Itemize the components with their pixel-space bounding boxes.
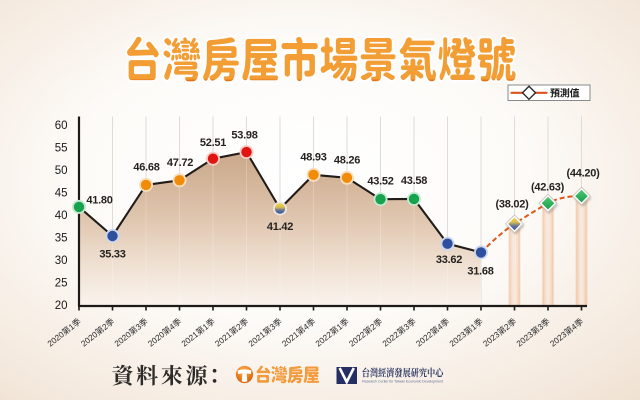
- svg-text:41.42: 41.42: [267, 221, 293, 233]
- svg-text:Research Center for Taiwan Eco: Research Center for Taiwan Economic Deve…: [362, 379, 444, 383]
- svg-text:35.33: 35.33: [99, 248, 125, 260]
- svg-text:4: 4: [435, 321, 445, 332]
- svg-text:55: 55: [55, 143, 68, 155]
- svg-text:1: 1: [66, 321, 76, 332]
- svg-text:2: 2: [502, 321, 512, 332]
- svg-text:43.58: 43.58: [401, 175, 427, 187]
- svg-text:3: 3: [267, 321, 277, 332]
- svg-text:4: 4: [301, 321, 311, 332]
- svg-text:3: 3: [401, 321, 411, 332]
- svg-text:(42.63): (42.63): [531, 182, 565, 194]
- svg-text:45: 45: [55, 188, 68, 200]
- svg-text:40: 40: [55, 210, 68, 222]
- svg-text:1: 1: [200, 321, 210, 332]
- svg-text:2: 2: [100, 321, 110, 332]
- svg-text:53.98: 53.98: [231, 130, 257, 142]
- svg-text:20: 20: [55, 300, 68, 312]
- svg-text:2: 2: [234, 321, 244, 332]
- svg-text:(38.02): (38.02): [495, 199, 529, 211]
- svg-text:47.72: 47.72: [167, 157, 193, 169]
- svg-text:52.51: 52.51: [200, 137, 226, 149]
- svg-text:43.52: 43.52: [367, 176, 393, 188]
- svg-text:35: 35: [55, 233, 68, 245]
- svg-text:4: 4: [569, 321, 579, 332]
- svg-text:50: 50: [55, 165, 68, 177]
- svg-text:4: 4: [167, 321, 177, 332]
- svg-text:33.62: 33.62: [436, 254, 462, 266]
- svg-text:(44.20): (44.20): [566, 168, 600, 180]
- svg-text:31.68: 31.68: [467, 266, 493, 278]
- svg-text:25: 25: [55, 278, 68, 290]
- svg-text:60: 60: [55, 120, 68, 132]
- svg-text:2: 2: [368, 321, 378, 332]
- svg-text:3: 3: [535, 321, 545, 332]
- svg-text:48.26: 48.26: [334, 155, 360, 167]
- svg-text:46.68: 46.68: [133, 162, 159, 174]
- svg-text:30: 30: [55, 255, 68, 267]
- svg-text:1: 1: [334, 321, 344, 332]
- svg-text:48.93: 48.93: [300, 152, 326, 164]
- svg-text:3: 3: [133, 321, 143, 332]
- svg-text:1: 1: [468, 321, 478, 332]
- svg-text:41.80: 41.80: [86, 195, 112, 207]
